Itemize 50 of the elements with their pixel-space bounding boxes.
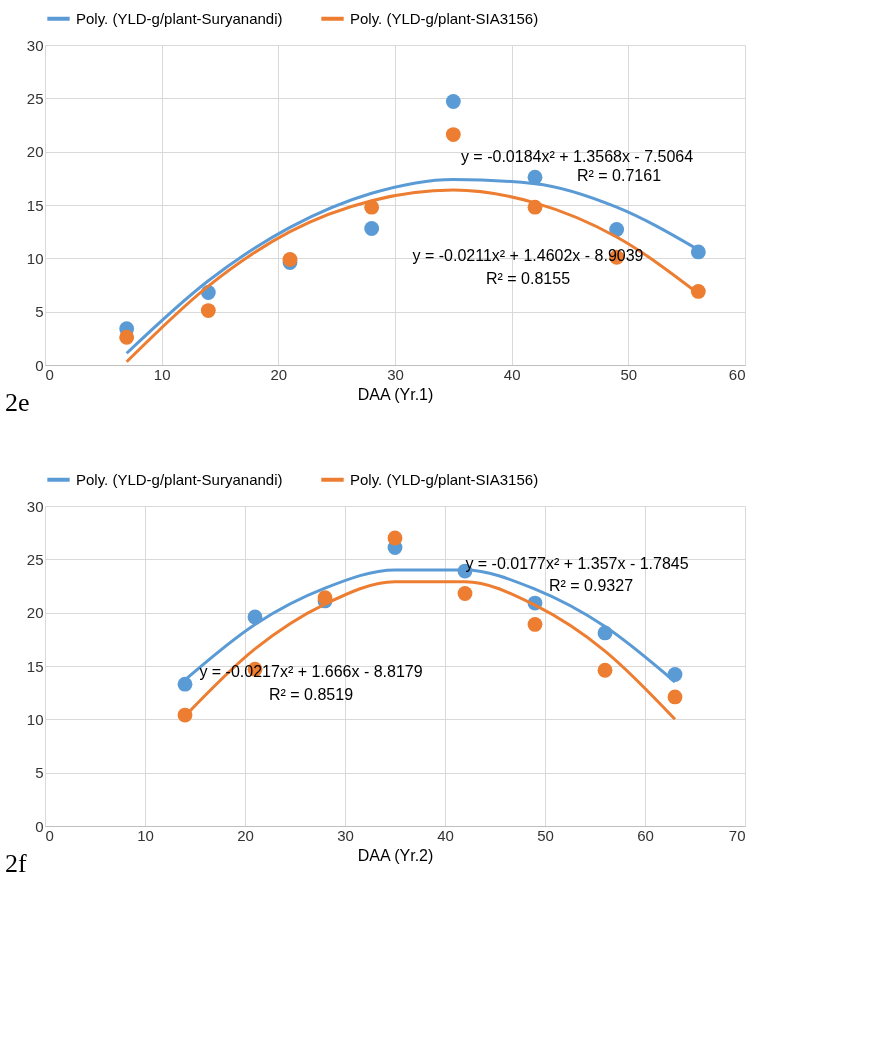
y-tick-label: 20 (26, 604, 44, 622)
annotation: R² = 0.9327 (548, 577, 634, 594)
x-tick-label: 30 (387, 365, 404, 383)
legend-label: Poly. (YLD-g/plant-SIA3156) (350, 470, 539, 488)
point (597, 662, 613, 678)
y-tick-label: 10 (26, 249, 44, 267)
annotation: R² = 0.8519 (268, 685, 354, 703)
y-tick-label: 15 (26, 196, 44, 214)
x-axis-title: DAA (Yr.2) (357, 846, 434, 864)
y-tick-label: 10 (26, 710, 44, 728)
point (457, 586, 473, 601)
y-tick-label: 5 (35, 764, 44, 782)
x-tick-label: 20 (237, 826, 254, 844)
x-tick-label: 60 (637, 826, 654, 844)
x-tick-label: 10 (153, 365, 171, 383)
y-tick-label: 5 (35, 303, 44, 321)
x-tick-label: 40 (437, 826, 454, 844)
point (387, 530, 403, 546)
legend-label: Poly. (YLD-g/plant-Suryanandi) (76, 9, 283, 27)
y-tick-label: 30 (26, 36, 44, 54)
annotation: y = -0.0184x² + 1.3568x - 7.5064 (460, 148, 694, 165)
x-tick-label: 50 (537, 826, 554, 844)
y-tick-label: 20 (26, 143, 44, 161)
text: 2f (5, 849, 27, 878)
x-tick-label: 70 (728, 826, 746, 844)
x-tick-label: 40 (503, 365, 521, 383)
y-tick-label: 25 (26, 89, 44, 107)
x-tick-label: 60 (728, 365, 746, 383)
point (200, 303, 216, 318)
x-axis-title: DAA (Yr.1) (357, 385, 434, 403)
point (119, 329, 135, 345)
legend-label: Poly. (YLD-g/plant-Suryanandi) (76, 470, 283, 488)
y-tick-label: 30 (26, 497, 44, 515)
x-tick-label: 50 (620, 365, 638, 383)
x-tick-label: 10 (137, 826, 154, 844)
point (364, 221, 380, 236)
point (667, 689, 683, 705)
x-tick-label: 30 (337, 826, 354, 844)
x-tick-label: 20 (270, 365, 288, 383)
y-tick-label: 25 (26, 550, 44, 568)
legend-label: Poly. (YLD-g/plant-SIA3156) (350, 9, 539, 27)
point (445, 127, 461, 142)
point (177, 676, 193, 692)
text: 2e (5, 388, 30, 417)
annotation: R² = 0.8155 (485, 269, 571, 287)
y-tick-label: 15 (26, 657, 44, 675)
point (527, 617, 543, 632)
annotation: y = -0.0217x² + 1.666x - 8.8179 (199, 663, 423, 681)
annotation: R² = 0.7161 (576, 167, 662, 185)
point (445, 94, 461, 109)
